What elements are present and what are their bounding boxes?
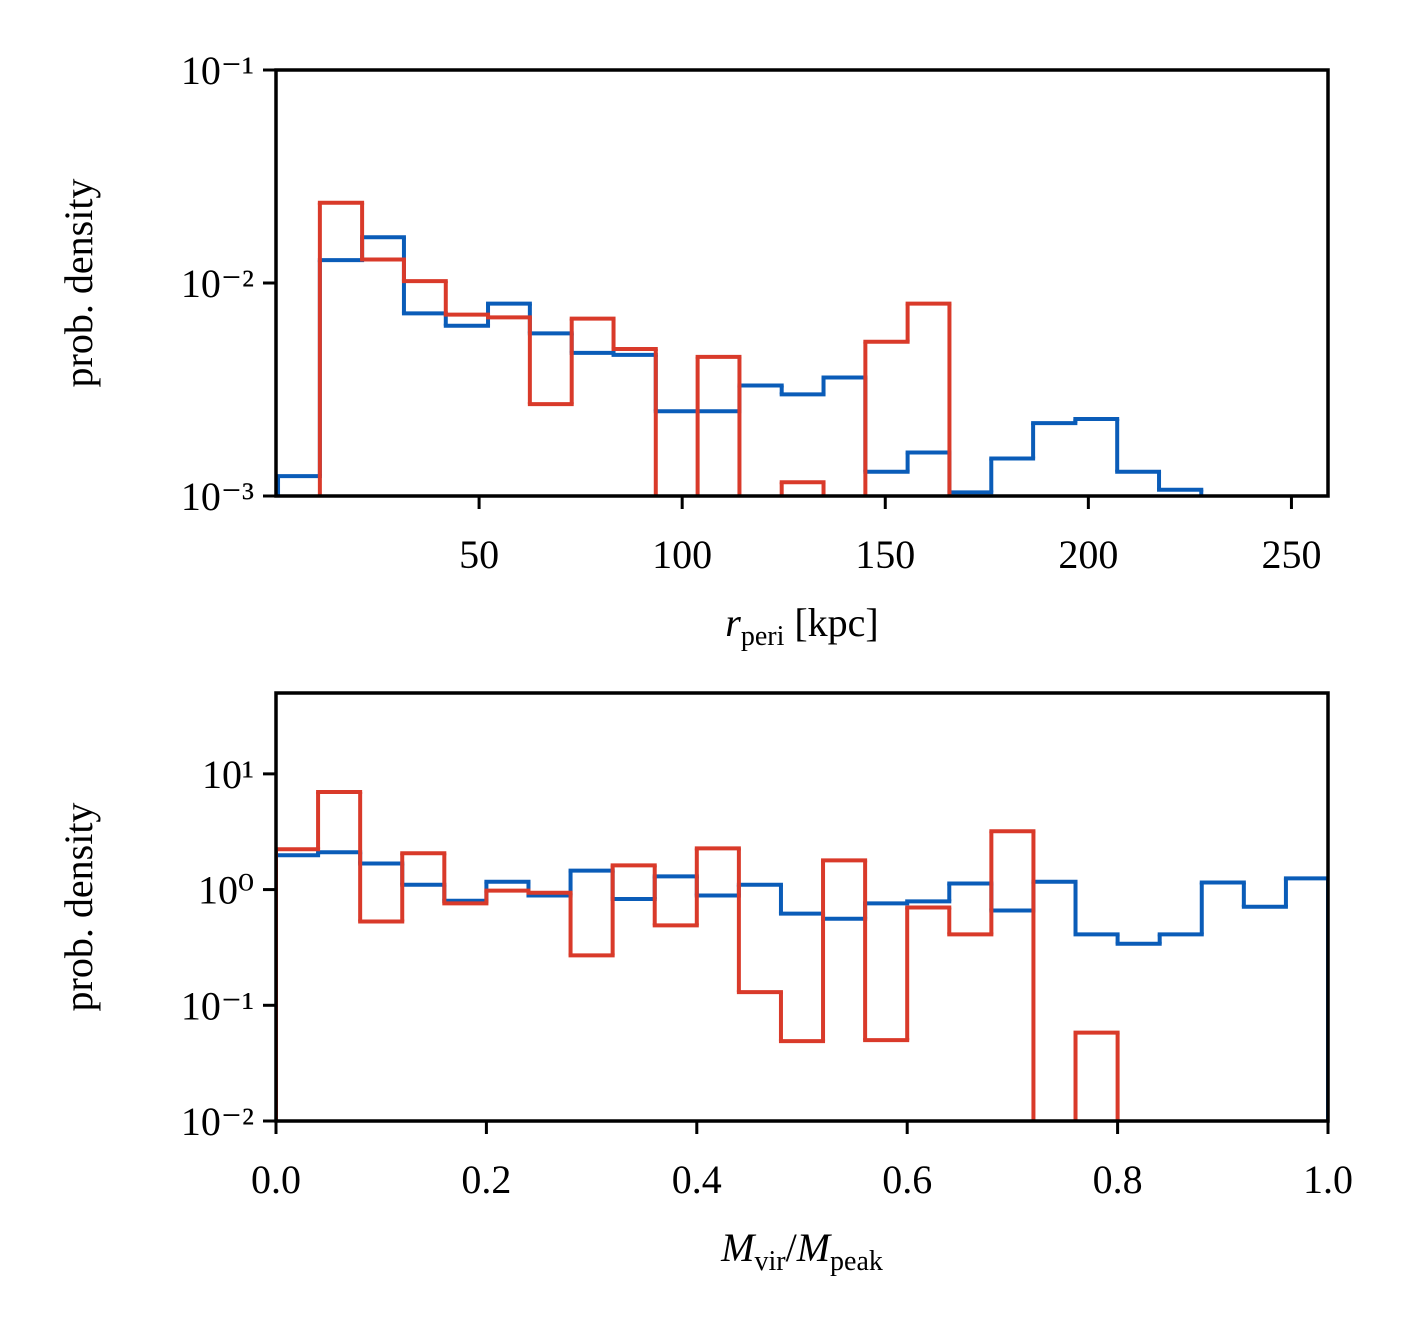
axes: 50 100 150 200 250 10⁻³ 10⁻² 10⁻¹ prob. density r… bbox=[56, 48, 1330, 652]
y-tick-label: 10⁻² bbox=[181, 261, 254, 306]
x-tick-label: 0.8 bbox=[1093, 1157, 1143, 1202]
histogram-layer bbox=[276, 790, 1328, 1121]
histogram-layer bbox=[276, 200, 1204, 496]
x-tick-label: 0.2 bbox=[461, 1157, 511, 1202]
x-axis-label-part: [kpc] bbox=[784, 600, 878, 645]
x-tick-label: 250 bbox=[1261, 532, 1321, 577]
x-axis-label-part: r bbox=[725, 600, 741, 645]
y-tick-label: 10¹ bbox=[202, 752, 254, 797]
x-axis-label-part: M bbox=[796, 1225, 833, 1270]
x-axis-label-part: vir bbox=[754, 1246, 786, 1277]
y-tick-label: 10⁻¹ bbox=[181, 983, 254, 1028]
x-tick-label: 50 bbox=[459, 532, 499, 577]
x-tick-label: 100 bbox=[652, 532, 712, 577]
x-axis-label-part: peri bbox=[741, 621, 785, 652]
x-tick-label: 0.0 bbox=[251, 1157, 301, 1202]
axes-frame bbox=[274, 691, 1330, 1123]
x-axis-label-part: M bbox=[720, 1225, 757, 1270]
x-axis-label-part: / bbox=[786, 1225, 798, 1270]
x-tick-label: 200 bbox=[1058, 532, 1118, 577]
x-tick-label: 1.0 bbox=[1303, 1157, 1353, 1202]
x-tick-label: 0.4 bbox=[672, 1157, 722, 1202]
x-axis-label: rperi [kpc] bbox=[725, 600, 879, 652]
x-tick-label: 0.6 bbox=[882, 1157, 932, 1202]
y-tick-label: 10⁻² bbox=[181, 1099, 254, 1144]
y-axis-label: prob. density bbox=[56, 803, 101, 1012]
y-tick-label: 10⁻³ bbox=[181, 474, 254, 519]
y-tick-label: 10⁻¹ bbox=[181, 48, 254, 93]
x-tick-label: 150 bbox=[855, 532, 915, 577]
x-axis-label-part: peak bbox=[830, 1246, 883, 1277]
x-axis-label: Mvir/Mpeak bbox=[720, 1225, 883, 1277]
y-axis-label: prob. density bbox=[56, 179, 101, 388]
y-tick-label: 10⁰ bbox=[198, 868, 254, 913]
axes: 0.0 0.2 0.4 0.6 0.8 1.0 10⁻² 10⁻¹ 10⁰ 10¹ prob. de… bbox=[56, 691, 1353, 1277]
